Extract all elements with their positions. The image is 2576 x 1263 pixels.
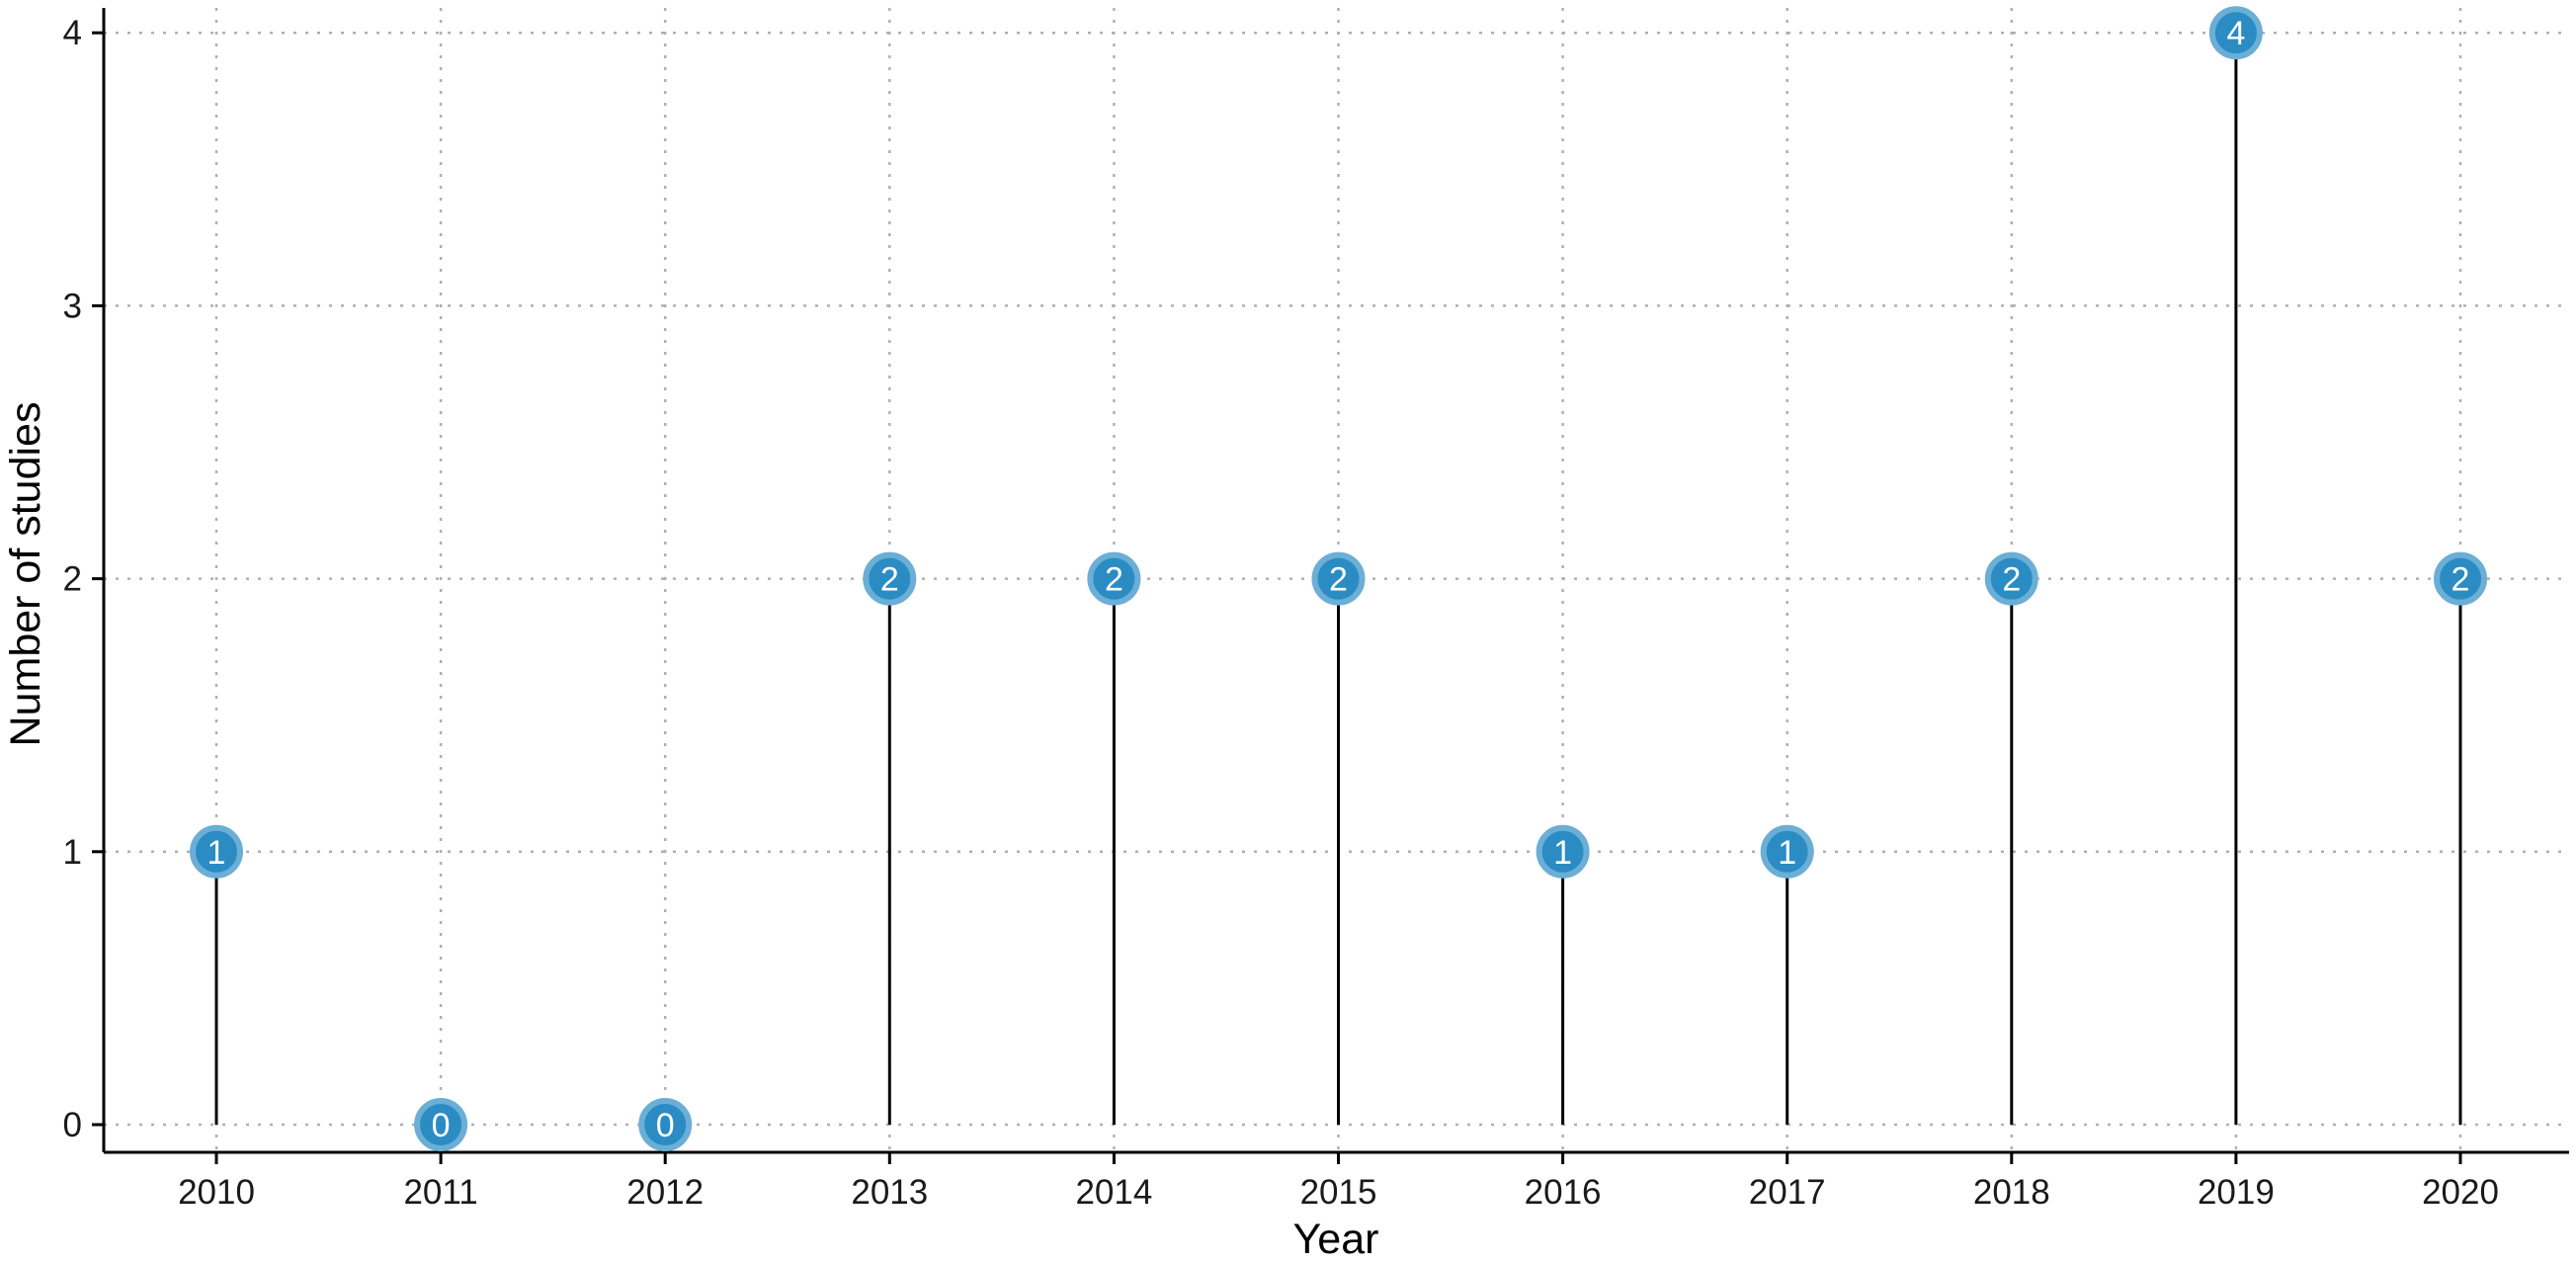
y-tick-label: 3 <box>63 287 82 325</box>
x-tick-label: 2013 <box>851 1173 928 1212</box>
y-axis-title: Number of studies <box>2 402 49 747</box>
x-tick-label: 2011 <box>403 1173 477 1212</box>
point-value-label: 2 <box>2002 561 2021 599</box>
point-value-label: 1 <box>208 834 226 872</box>
lollipop-marker <box>190 824 243 879</box>
x-tick-label: 2015 <box>1300 1173 1377 1212</box>
point-layer: 1 0 0 2 2 2 1 1 2 4 2 <box>190 6 2487 1151</box>
x-tick-label: 2010 <box>178 1173 255 1212</box>
point-value-label: 2 <box>880 561 899 599</box>
x-tick-label: 2017 <box>1749 1173 1826 1212</box>
point-value-label: 2 <box>2451 561 2470 599</box>
lollipop-marker <box>1087 551 1141 606</box>
y-tick-label: 4 <box>63 14 82 52</box>
x-tick-label: 2014 <box>1075 1173 1152 1212</box>
point-value-label: 2 <box>1105 561 1123 599</box>
point-value-label: 0 <box>432 1107 451 1144</box>
lollipop-marker <box>638 1098 693 1151</box>
point-value-label: 2 <box>1329 561 1348 599</box>
y-tick-label: 0 <box>63 1106 82 1144</box>
x-tick-label: 2016 <box>1525 1173 1602 1212</box>
point-value-label: 4 <box>2226 15 2245 52</box>
x-tick-label: 2018 <box>1973 1173 2050 1212</box>
x-tick-label: 2020 <box>2422 1173 2499 1212</box>
x-tick-label: 2019 <box>2198 1173 2275 1212</box>
y-tick-label: 1 <box>63 833 82 872</box>
point-value-label: 1 <box>1553 834 1572 872</box>
lollipop-marker <box>1536 824 1590 879</box>
x-axis-title: Year <box>1293 1216 1379 1263</box>
lollipop-marker <box>1984 551 2038 606</box>
lollipop-marker <box>1760 824 1814 879</box>
y-tick-label: 2 <box>63 560 82 599</box>
lollipop-marker <box>414 1098 468 1151</box>
lollipop-marker <box>863 551 917 606</box>
point-value-label: 1 <box>1778 834 1796 872</box>
point-value-label: 0 <box>656 1107 675 1144</box>
stem-layer <box>214 33 2462 1125</box>
x-tick-label: 2012 <box>626 1173 704 1212</box>
lollipop-marker <box>2208 6 2263 60</box>
lollipop-marker <box>2434 551 2487 606</box>
lollipop-marker <box>1311 551 1366 606</box>
